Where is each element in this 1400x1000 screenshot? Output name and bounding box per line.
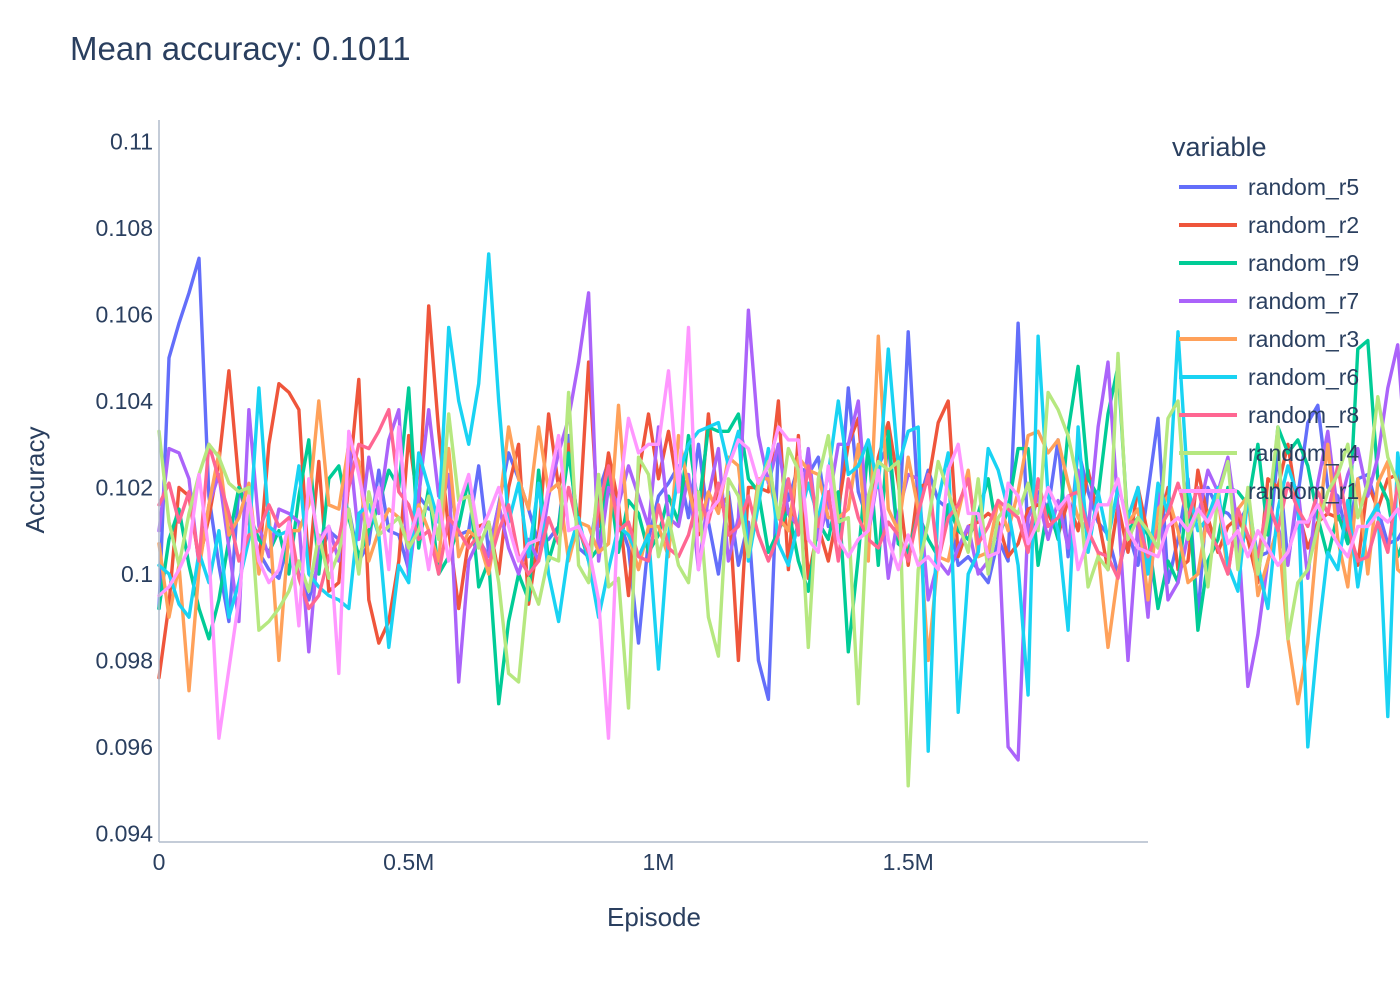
legend-item-random-r5[interactable]: random_r5 — [1179, 174, 1359, 200]
legend-item-random-r7[interactable]: random_r7 — [1179, 288, 1359, 314]
legend-label: random_r7 — [1248, 288, 1359, 314]
legend-item-random-r4[interactable]: random_r4 — [1179, 440, 1359, 466]
y-tick-label: 0.1 — [121, 561, 153, 587]
legend-label: random_r2 — [1248, 212, 1359, 238]
legend-label: random_r6 — [1248, 364, 1359, 390]
x-axis-ticks: 0 0.5M 1M 1.5M — [153, 849, 934, 875]
legend-item-random-r9[interactable]: random_r9 — [1179, 250, 1359, 276]
legend-label: random_r4 — [1248, 440, 1359, 466]
y-tick-label: 0.108 — [95, 215, 153, 241]
legend: variable random_r5 random_r2 random_r9rand… — [1172, 132, 1359, 504]
chart-title: Mean accuracy: 0.1011 — [70, 30, 411, 67]
y-tick-label: 0.094 — [95, 820, 153, 846]
x-tick-label: 1.5M — [883, 849, 934, 875]
legend-label: random_r8 — [1248, 402, 1359, 428]
legend-label: random_r3 — [1248, 326, 1359, 352]
legend-label: random_r1 — [1248, 478, 1359, 504]
x-tick-label: 0.5M — [383, 849, 434, 875]
series-line-random-r6 — [157, 252, 1400, 753]
y-tick-label: 0.096 — [95, 734, 153, 760]
legend-item-random-r8[interactable]: random_r8 — [1179, 402, 1359, 428]
y-axis-ticks: 0.094 0.096 0.098 0.1 0.102 0.104 0.106 0.108 0.… — [95, 129, 153, 847]
y-tick-label: 0.102 — [95, 474, 153, 500]
y-tick-label: 0.106 — [95, 302, 153, 328]
legend-item-random-r2[interactable]: random_r2 — [1179, 212, 1359, 238]
x-axis-title: Episode — [607, 902, 701, 932]
legend-label: random_r9 — [1248, 250, 1359, 276]
y-axis-title: Accuracy — [20, 427, 50, 534]
series-line-random-r4 — [157, 351, 1400, 788]
plot-area — [157, 252, 1400, 788]
y-tick-label: 0.098 — [95, 647, 153, 673]
legend-item-random-r6[interactable]: random_r6 — [1179, 364, 1359, 390]
legend-item-random-r1[interactable]: random_r1 — [1179, 478, 1359, 504]
legend-title: variable — [1172, 132, 1267, 162]
legend-label: random_r5 — [1248, 174, 1359, 200]
x-tick-label: 0 — [153, 849, 166, 875]
series-line-random-r7 — [157, 291, 1400, 762]
series-line-random-r3 — [157, 334, 1400, 706]
y-tick-label: 0.11 — [110, 129, 153, 155]
legend-item-random-r3[interactable]: random_r3 — [1179, 326, 1359, 352]
x-tick-label: 1M — [643, 849, 675, 875]
y-tick-label: 0.104 — [95, 388, 153, 414]
series-line-random-r1 — [157, 325, 1400, 740]
series-line-random-r8 — [157, 408, 1400, 611]
